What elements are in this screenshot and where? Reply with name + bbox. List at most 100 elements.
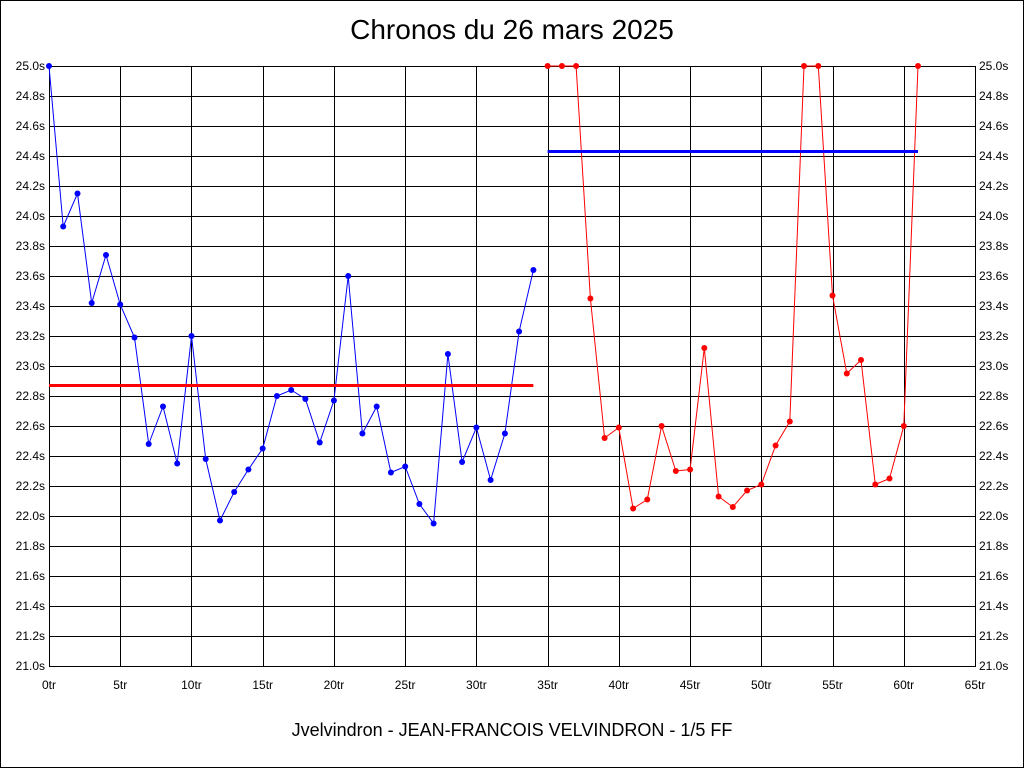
y-tick-label-right: 23.2s	[979, 329, 1008, 343]
y-tick-label-left: 21.8s	[16, 539, 45, 553]
y-tick-label-right: 23.0s	[979, 359, 1008, 373]
y-tick-label-left: 22.4s	[16, 449, 45, 463]
x-tick-label: 65tr	[965, 678, 986, 692]
chart-title: Chronos du 26 mars 2025	[350, 14, 674, 45]
y-tick-label-right: 21.8s	[979, 539, 1008, 553]
data-point	[117, 301, 124, 308]
data-point	[145, 441, 152, 447]
data-point	[231, 489, 238, 495]
x-tick-label: 25tr	[395, 678, 416, 692]
data-point	[46, 63, 52, 69]
series-line-2	[547, 65, 919, 510]
x-tick-label: 15tr	[252, 678, 273, 692]
data-point	[658, 423, 665, 429]
x-tick-label: 20tr	[324, 678, 345, 692]
y-tick-label-left: 21.0s	[16, 659, 45, 673]
y-tick-label-left: 21.4s	[16, 599, 45, 613]
data-point	[829, 292, 836, 299]
data-point	[729, 504, 736, 510]
data-point	[687, 466, 694, 473]
data-point	[715, 493, 722, 500]
data-point	[744, 487, 751, 494]
data-point	[558, 63, 565, 69]
series-line-1	[48, 65, 534, 525]
plot-border	[49, 66, 976, 667]
y-tick-label-left: 24.2s	[16, 179, 45, 193]
y-tick-label-right: 22.4s	[979, 449, 1008, 463]
chart-subtitle: Jvelvindron - JEAN-FRANCOIS VELVINDRON -…	[291, 720, 733, 740]
y-tick-label-left: 24.0s	[16, 209, 45, 223]
x-tick-label: 60tr	[893, 678, 914, 692]
y-tick-label-left: 22.6s	[16, 419, 45, 433]
data-point	[387, 469, 394, 476]
data-point	[245, 466, 252, 473]
x-tick-label: 10tr	[181, 678, 202, 692]
x-tick-label: 5tr	[113, 678, 127, 692]
data-point	[573, 63, 580, 69]
data-point	[672, 468, 679, 474]
data-point	[459, 459, 466, 465]
y-tick-label-right: 24.2s	[979, 179, 1008, 193]
data-point	[843, 370, 850, 377]
data-point	[601, 435, 608, 441]
data-point	[345, 273, 352, 279]
y-tick-label-left: 22.0s	[16, 509, 45, 523]
data-point	[259, 445, 266, 452]
x-tick-label: 40tr	[609, 678, 630, 692]
data-point	[801, 63, 807, 69]
y-tick-label-right: 23.6s	[979, 269, 1008, 283]
data-point	[858, 357, 864, 363]
data-point	[444, 351, 451, 357]
y-tick-label-right: 21.4s	[979, 599, 1008, 613]
y-tick-label-right: 21.0s	[979, 659, 1008, 673]
data-point	[131, 334, 138, 341]
y-tick-label-left: 23.2s	[16, 329, 45, 343]
data-point	[416, 501, 423, 507]
data-point	[815, 63, 822, 69]
data-point	[701, 345, 708, 351]
data-point	[359, 430, 366, 437]
x-tick-label: 50tr	[751, 678, 772, 692]
data-point	[501, 430, 508, 437]
y-tick-label-left: 24.6s	[16, 119, 45, 133]
y-tick-label-left: 21.2s	[16, 629, 45, 643]
data-point	[487, 477, 494, 483]
data-point	[644, 496, 651, 503]
data-point	[217, 517, 223, 524]
data-point	[188, 333, 195, 339]
y-tick-label-left: 23.6s	[16, 269, 45, 283]
data-point	[316, 439, 323, 446]
data-point	[772, 442, 779, 449]
data-point	[174, 460, 181, 467]
y-tick-label-right: 21.2s	[979, 629, 1008, 643]
data-point	[530, 267, 537, 273]
y-tick-label-right: 25.0s	[979, 59, 1008, 73]
data-point	[615, 424, 622, 431]
y-tick-label-right: 24.8s	[979, 89, 1008, 103]
y-tick-label-right: 22.6s	[979, 419, 1008, 433]
x-tick-label: 30tr	[466, 678, 487, 692]
data-point	[402, 463, 409, 470]
data-point	[202, 456, 209, 462]
data-point	[630, 505, 637, 512]
y-tick-label-right: 22.2s	[979, 479, 1008, 493]
data-point	[160, 403, 166, 410]
y-tick-label-left: 23.0s	[16, 359, 45, 373]
data-point	[473, 424, 480, 431]
y-tick-label-left: 22.2s	[16, 479, 45, 493]
y-tick-label-right: 24.4s	[979, 149, 1008, 163]
data-point	[516, 328, 523, 335]
y-tick-label-left: 23.8s	[16, 239, 45, 253]
y-tick-label-right: 22.0s	[979, 509, 1008, 523]
data-point	[103, 252, 109, 258]
x-tick-label: 55tr	[822, 678, 843, 692]
y-tick-label-right: 23.4s	[979, 299, 1008, 313]
data-point	[430, 520, 437, 527]
data-point	[373, 403, 380, 410]
y-tick-label-left: 23.4s	[16, 299, 45, 313]
data-point	[74, 190, 81, 197]
x-tick-label: 45tr	[680, 678, 701, 692]
x-tick-label: 35tr	[537, 678, 558, 692]
y-tick-label-right: 21.6s	[979, 569, 1008, 583]
